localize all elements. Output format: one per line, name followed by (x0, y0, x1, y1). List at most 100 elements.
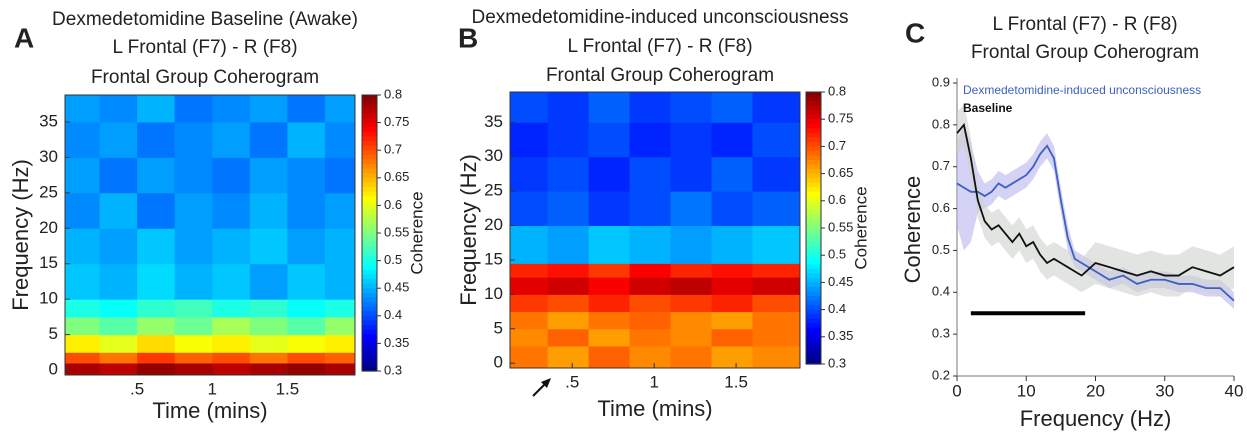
heatmap-cell (752, 263, 801, 278)
x-tick-label: .5 (565, 372, 579, 391)
colorbar-gradient (806, 332, 821, 338)
colorbar-gradient (362, 338, 377, 344)
colorbar-tick-label: 0.65 (384, 169, 409, 184)
colorbar-gradient (362, 320, 377, 326)
colorbar-gradient (362, 122, 377, 128)
colorbar-gradient (806, 160, 821, 166)
colorbar-gradient (806, 164, 821, 170)
colorbar-gradient (806, 228, 821, 234)
heatmap-cell (249, 95, 288, 123)
y-axis-label: Frequency (Hz) (456, 154, 481, 306)
y-tick-label: 0.7 (932, 158, 950, 173)
colorbar-gradient (362, 348, 377, 354)
heatmap-cell (174, 95, 213, 123)
heatmap-cell (711, 328, 753, 347)
heatmap-cell (510, 156, 549, 192)
colorbar-tick-label: 0.7 (384, 142, 402, 157)
heatmap-cell (249, 192, 288, 229)
colorbar-gradient (806, 314, 821, 320)
colorbar-gradient (362, 196, 377, 202)
heatmap-cell (588, 294, 631, 313)
heatmap-cell (588, 122, 631, 158)
heatmap-cell (65, 362, 101, 376)
colorbar-gradient (806, 155, 821, 161)
heatmap-cell (174, 316, 213, 336)
colorbar-gradient (806, 209, 821, 215)
heatmap-cell (670, 277, 713, 295)
colorbar-gradient (362, 315, 377, 321)
heatmap-cell (510, 328, 549, 347)
heatmap-cell (711, 263, 753, 278)
chart-title: Frontal Group Coherogram (91, 67, 319, 88)
heatmap-cell (588, 263, 631, 278)
heatmap-cell (249, 228, 288, 265)
colorbar-gradient (362, 288, 377, 294)
colorbar-gradient (362, 219, 377, 225)
y-tick-label: 0 (494, 353, 503, 372)
colorbar-gradient (362, 246, 377, 252)
colorbar-gradient (362, 205, 377, 211)
heatmap-cell (99, 95, 138, 123)
heatmap-cell (137, 334, 176, 353)
confidence-band (957, 124, 1234, 310)
heatmap-cell (65, 263, 101, 300)
heatmap-cell (99, 121, 138, 158)
heatmap-cell (287, 95, 326, 123)
heatmap-cell (287, 316, 326, 336)
heatmap-cell (65, 334, 101, 353)
y-tick-label: 20 (39, 218, 58, 237)
panel-letter: B (458, 22, 478, 53)
colorbar-gradient (362, 141, 377, 147)
heatmap-cell (287, 334, 326, 353)
chart-title: Dexmedetomidine-induced unconsciousness (471, 7, 848, 28)
colorbar-gradient (806, 92, 821, 98)
heatmap-cell (588, 191, 631, 227)
legend-label: Baseline (963, 101, 1013, 115)
colorbar-gradient (806, 146, 821, 152)
colorbar-gradient (362, 150, 377, 156)
heatmap-cell (547, 92, 590, 123)
colorbar-gradient (806, 296, 821, 302)
heatmap-cell (752, 92, 801, 123)
heatmap-cell (99, 316, 138, 336)
colorbar-tick-label: 0.8 (828, 83, 846, 98)
colorbar-tick-label: 0.3 (384, 362, 402, 377)
colorbar-gradient (806, 214, 821, 220)
heatmap-cell (287, 352, 326, 364)
colorbar-gradient (806, 123, 821, 129)
x-axis-label: Time (mins) (152, 398, 267, 423)
heatmap-cell (510, 263, 549, 278)
heatmap-cell (510, 225, 549, 264)
heatmap-cell (174, 228, 213, 265)
y-tick-label: 10 (484, 284, 503, 303)
colorbar-gradient (806, 300, 821, 306)
colorbar-gradient (806, 273, 821, 279)
heatmap-cell (752, 345, 801, 369)
line (956, 122, 1235, 277)
heatmap-cell (670, 225, 713, 264)
heatmap-cell (711, 156, 753, 192)
y-tick-label: 15 (484, 249, 503, 268)
y-tick-label: 35 (39, 111, 58, 130)
y-tick-label: 5 (494, 318, 503, 337)
heatmap-cell (510, 277, 549, 295)
y-tick-label: 0 (49, 360, 58, 379)
heatmap-cell (249, 362, 288, 376)
heatmap-cell (752, 122, 801, 158)
heatmap-cell (588, 345, 631, 369)
heatmap-cell (99, 263, 138, 300)
heatmap-cell (670, 92, 713, 123)
colorbar-gradient (806, 336, 821, 342)
heatmap-cell (670, 263, 713, 278)
heatmap-cell (629, 156, 672, 192)
heatmap-cell (287, 157, 326, 194)
heatmap-cell (174, 157, 213, 194)
colorbar-gradient (806, 327, 821, 333)
heatmap-cell (752, 277, 801, 295)
heatmap-cell (212, 121, 251, 158)
colorbar-gradient (362, 228, 377, 234)
colorbar-gradient (362, 187, 377, 193)
heatmap-cell (711, 191, 753, 227)
heatmap-cell (547, 345, 590, 369)
